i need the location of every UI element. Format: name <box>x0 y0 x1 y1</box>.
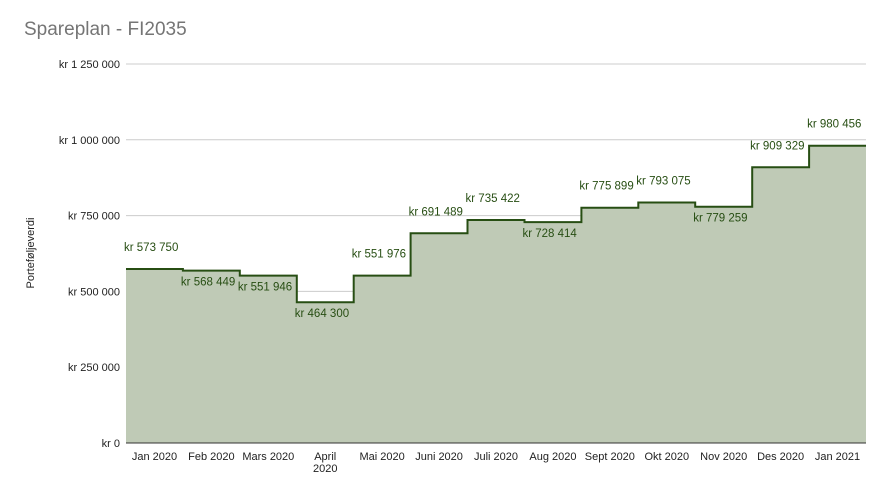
data-label: kr 551 976 <box>352 249 406 261</box>
series-line <box>126 144 866 304</box>
data-label: kr 568 449 <box>181 277 235 289</box>
x-tick-label: Okt 2020 <box>644 451 689 463</box>
x-tick-label: Jan 2021 <box>815 451 860 463</box>
x-tick-label: Jan 2020 <box>132 451 177 463</box>
data-label: kr 909 329 <box>750 140 804 152</box>
x-tick-label: April 2020 <box>313 451 337 475</box>
x-tick-label: Sept 2020 <box>585 451 635 463</box>
area-fill <box>126 145 866 443</box>
y-tick-label: kr 1 250 000 <box>59 59 120 71</box>
data-labels: kr 573 750 kr 568 449 kr 551 946 kr 464 300… <box>124 119 861 320</box>
y-tick-label: kr 500 000 <box>68 286 120 298</box>
x-tick-label: Aug 2020 <box>529 451 576 463</box>
data-label: kr 551 946 <box>238 282 292 294</box>
x-tick-label: Juni 2020 <box>415 451 463 463</box>
data-label: kr 793 075 <box>636 176 690 188</box>
data-label: kr 779 259 <box>693 213 747 225</box>
data-label: kr 775 899 <box>579 181 633 193</box>
data-label: kr 464 300 <box>295 308 349 320</box>
data-label: kr 980 456 <box>807 119 861 131</box>
y-tick-labels: kr 0 kr 250 000 kr 500 000 kr 750 000 kr 1 0… <box>59 59 120 450</box>
x-tick-label: Mai 2020 <box>360 451 405 463</box>
x-tick-labels: Jan 2020 Feb 2020 Mars 2020 April 2020 Mai 20… <box>132 451 860 475</box>
x-tick-label: Mars 2020 <box>242 451 294 463</box>
y-tick-label: kr 1 000 000 <box>59 135 120 147</box>
y-tick-label: kr 0 <box>102 438 120 450</box>
y-tick-label: kr 750 000 <box>68 211 120 223</box>
y-tick-label: kr 250 000 <box>68 362 120 374</box>
y-axis-label: Porteføljeverdi <box>25 218 37 289</box>
chart-title: Spareplan - FI2035 <box>24 19 187 40</box>
x-tick-label: Des 2020 <box>757 451 804 463</box>
data-label: kr 735 422 <box>466 193 520 205</box>
data-label: kr 573 750 <box>124 242 178 254</box>
data-label: kr 728 414 <box>522 228 577 240</box>
x-tick-label: Nov 2020 <box>700 451 747 463</box>
x-tick-label: Feb 2020 <box>188 451 234 463</box>
x-tick-label: Juli 2020 <box>474 451 518 463</box>
data-label: kr 691 489 <box>409 206 463 218</box>
